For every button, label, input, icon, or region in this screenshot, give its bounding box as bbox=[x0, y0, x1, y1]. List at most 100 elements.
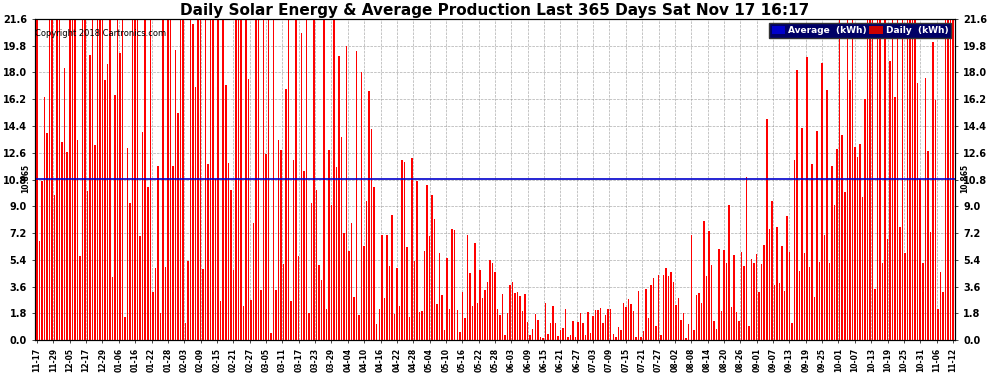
Bar bbox=[912, 19, 914, 340]
Bar bbox=[461, 292, 463, 340]
Bar bbox=[861, 196, 863, 340]
Bar bbox=[89, 56, 91, 340]
Bar bbox=[336, 166, 338, 340]
Bar bbox=[195, 87, 196, 340]
Bar bbox=[361, 72, 362, 340]
Bar bbox=[243, 306, 245, 340]
Bar bbox=[949, 19, 951, 340]
Bar bbox=[851, 19, 853, 340]
Bar bbox=[87, 190, 88, 340]
Bar bbox=[248, 79, 249, 340]
Bar bbox=[44, 97, 46, 340]
Bar bbox=[154, 268, 156, 340]
Bar bbox=[652, 278, 654, 340]
Bar bbox=[371, 129, 372, 340]
Bar bbox=[59, 19, 60, 340]
Bar bbox=[773, 285, 775, 340]
Bar bbox=[278, 140, 279, 340]
Bar bbox=[411, 158, 413, 340]
Bar bbox=[745, 177, 747, 340]
Bar bbox=[889, 62, 891, 340]
Bar bbox=[255, 19, 256, 340]
Bar bbox=[718, 249, 720, 340]
Bar bbox=[776, 226, 777, 340]
Bar bbox=[849, 80, 850, 340]
Bar bbox=[739, 321, 740, 340]
Bar bbox=[497, 309, 498, 340]
Bar bbox=[334, 19, 335, 340]
Bar bbox=[406, 248, 408, 340]
Bar bbox=[471, 306, 473, 340]
Bar bbox=[623, 303, 624, 340]
Bar bbox=[678, 298, 679, 340]
Bar bbox=[404, 162, 405, 340]
Bar bbox=[273, 19, 274, 340]
Bar bbox=[162, 19, 163, 340]
Bar bbox=[864, 99, 865, 340]
Bar bbox=[778, 283, 780, 340]
Bar bbox=[37, 19, 38, 340]
Bar bbox=[882, 263, 883, 340]
Text: 10.865: 10.865 bbox=[21, 164, 30, 193]
Bar bbox=[376, 324, 377, 340]
Bar bbox=[164, 267, 166, 340]
Bar bbox=[482, 298, 483, 340]
Bar bbox=[434, 219, 436, 340]
Bar bbox=[396, 267, 398, 340]
Bar bbox=[809, 267, 810, 340]
Bar bbox=[663, 275, 664, 340]
Bar bbox=[442, 295, 443, 340]
Bar bbox=[552, 306, 553, 340]
Bar bbox=[673, 282, 674, 340]
Bar bbox=[866, 19, 868, 340]
Bar bbox=[238, 19, 240, 340]
Bar bbox=[535, 314, 536, 340]
Bar bbox=[391, 215, 393, 340]
Bar bbox=[582, 323, 584, 340]
Bar bbox=[355, 51, 357, 340]
Bar bbox=[167, 19, 168, 340]
Bar bbox=[520, 296, 521, 340]
Bar bbox=[910, 19, 911, 340]
Bar bbox=[736, 312, 738, 340]
Bar bbox=[303, 171, 305, 340]
Bar bbox=[734, 255, 735, 340]
Bar bbox=[786, 216, 788, 340]
Bar bbox=[789, 252, 790, 340]
Bar bbox=[512, 282, 514, 340]
Bar bbox=[756, 254, 757, 340]
Bar bbox=[625, 307, 627, 340]
Bar bbox=[295, 19, 297, 340]
Bar bbox=[897, 19, 898, 340]
Bar bbox=[675, 305, 677, 340]
Bar bbox=[827, 90, 828, 340]
Bar bbox=[554, 323, 556, 340]
Bar bbox=[771, 201, 772, 340]
Bar bbox=[313, 19, 315, 340]
Bar bbox=[494, 272, 496, 340]
Bar bbox=[846, 19, 848, 340]
Bar bbox=[157, 166, 158, 340]
Bar bbox=[182, 19, 184, 340]
Bar bbox=[262, 19, 264, 340]
Bar bbox=[102, 19, 103, 340]
Bar bbox=[768, 229, 770, 340]
Bar bbox=[424, 251, 426, 340]
Bar bbox=[559, 330, 561, 340]
Bar bbox=[84, 19, 85, 340]
Bar bbox=[636, 338, 637, 340]
Bar bbox=[159, 313, 161, 340]
Bar bbox=[706, 276, 707, 340]
Bar bbox=[645, 289, 646, 340]
Text: 10.865: 10.865 bbox=[960, 164, 969, 193]
Bar bbox=[615, 337, 617, 340]
Bar bbox=[874, 289, 876, 340]
Bar bbox=[145, 19, 146, 340]
Bar bbox=[127, 148, 129, 340]
Bar bbox=[562, 328, 563, 340]
Bar bbox=[688, 324, 689, 340]
Bar bbox=[180, 19, 181, 340]
Bar bbox=[796, 70, 798, 340]
Bar bbox=[444, 330, 446, 340]
Bar bbox=[446, 258, 447, 340]
